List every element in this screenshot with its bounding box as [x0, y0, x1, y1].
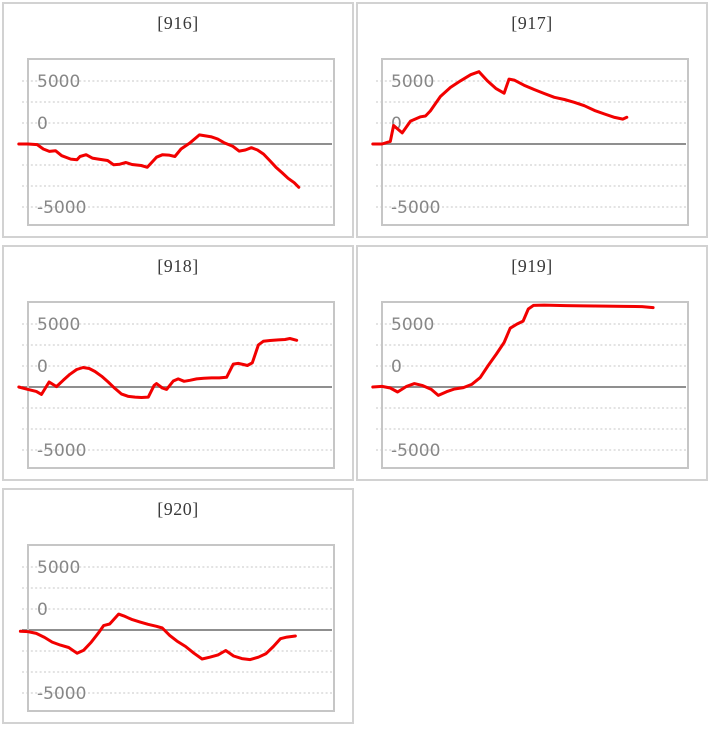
chart-title: [920]	[157, 499, 199, 519]
y-tick-label: 0	[37, 114, 48, 134]
chart-card-918: [918] 5000 0 -5000	[2, 245, 354, 481]
series-line	[371, 70, 629, 146]
slump-graph-919: 5000 0 -5000	[371, 301, 689, 469]
chart-title: [917]	[511, 13, 553, 33]
y-tick-label: -5000	[391, 441, 440, 461]
y-tick-label: 5000	[391, 72, 434, 92]
slump-graph-916: 5000 0 -5000	[17, 58, 335, 226]
series-line	[17, 337, 299, 399]
y-tick-label: -5000	[37, 441, 86, 461]
y-tick-label: 5000	[391, 315, 434, 335]
chart-card-917: [917] 5000 0 -5000	[356, 2, 708, 238]
y-tick-label: 0	[391, 114, 402, 134]
y-tick-label: 5000	[37, 558, 80, 578]
y-tick-label: 0	[37, 357, 48, 377]
series-line	[17, 133, 301, 189]
slump-graph-918: 5000 0 -5000	[17, 301, 335, 469]
y-tick-label: 0	[391, 357, 402, 377]
slump-graph-920: 5000 0 -5000	[18, 544, 335, 712]
chart-title: [916]	[157, 13, 199, 33]
series-line	[18, 612, 297, 662]
chart-card-916: [916] 5000 0 -5000	[2, 2, 354, 238]
y-tick-label: -5000	[37, 198, 86, 218]
y-tick-label: 5000	[37, 72, 80, 92]
plot-frame	[27, 544, 335, 712]
y-tick-label: 0	[37, 600, 48, 620]
slump-graph-917: 5000 0 -5000	[371, 58, 689, 226]
chart-card-920: [920] 5000 0 -5000	[2, 488, 354, 724]
y-tick-label: -5000	[37, 684, 86, 704]
plot-frame	[27, 301, 335, 469]
chart-title: [919]	[511, 256, 553, 276]
series-line	[371, 303, 655, 397]
plot-frame	[27, 58, 335, 226]
chart-card-919: [919] 5000 0 -5000	[356, 245, 708, 481]
plot-frame	[381, 58, 689, 226]
y-tick-label: 5000	[37, 315, 80, 335]
y-tick-label: -5000	[391, 198, 440, 218]
chart-title: [918]	[157, 256, 199, 276]
